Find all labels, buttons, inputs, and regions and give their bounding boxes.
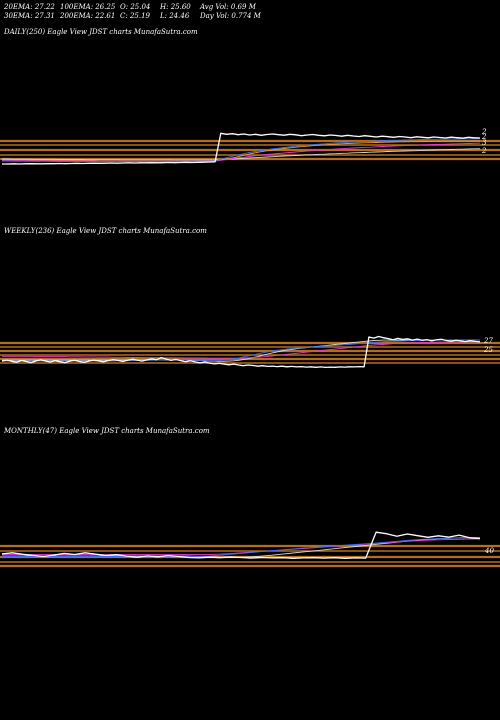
daily-series-line-2 [2, 142, 481, 162]
low-readout: L: 24.46 [160, 12, 190, 20]
header-col1: 20EMA: 27.22 30EMA: 27.31 [4, 3, 55, 20]
weekly-panel-title: WEEKLY(236) Eagle View JDST charts Munaf… [4, 227, 207, 235]
header-col3: O: 25.04 C: 25.19 [120, 3, 150, 20]
daily-series-line-0 [2, 132, 481, 165]
ema20-readout: 20EMA: 27.22 [4, 3, 55, 11]
monthly-panel: 40 [0, 531, 500, 568]
monthly-series-line-1 [2, 537, 480, 557]
daily-series-line-3 [2, 148, 481, 161]
weekly-right-label-1: 25 [483, 346, 493, 354]
close-readout: C: 25.19 [120, 12, 150, 20]
monthly-right-label-0: 40 [484, 547, 494, 555]
daily-series-line-1 [2, 138, 481, 162]
ema30-readout: 30EMA: 27.31 [4, 12, 55, 20]
monthly-series-line-0 [1, 531, 481, 559]
weekly-right-label-0: 27 [483, 337, 493, 345]
daily-right-label-3: 2 [481, 147, 487, 155]
monthly-series-line-2 [2, 538, 481, 556]
high-readout: H: 25.60 [160, 3, 191, 11]
daily-right-label-1: 2 [481, 133, 487, 141]
header-col2: 100EMA: 26.25 200EMA: 22.61 [60, 3, 115, 20]
ema100-readout: 100EMA: 26.25 [60, 3, 116, 11]
ema200-readout: 200EMA: 22.61 [60, 12, 116, 20]
day-volume-readout: Day Vol: 0.774 M [200, 12, 261, 20]
weekly-series-line-0 [1, 335, 481, 369]
open-readout: O: 25.04 [120, 3, 151, 11]
weekly-series-line-3 [2, 339, 480, 362]
header-col4: H: 25.60 L: 24.46 [160, 3, 191, 20]
daily-right-label-0: 2 [481, 128, 487, 136]
daily-panel-title: DAILY(250) Eagle View JDST charts Munafa… [4, 28, 198, 36]
avg-volume-readout: Avg Vol: 0.69 M [200, 3, 256, 11]
monthly-panel-title: MONTHLY(47) Eagle View JDST charts Munaf… [4, 427, 210, 435]
weekly-series-line-1 [2, 339, 480, 362]
daily-right-label-2: 3 [482, 139, 487, 147]
header-col5: Avg Vol: 0.69 M Day Vol: 0.774 M [200, 3, 261, 20]
daily-series-line-4 [2, 140, 480, 161]
weekly-series-line-2 [2, 341, 480, 359]
